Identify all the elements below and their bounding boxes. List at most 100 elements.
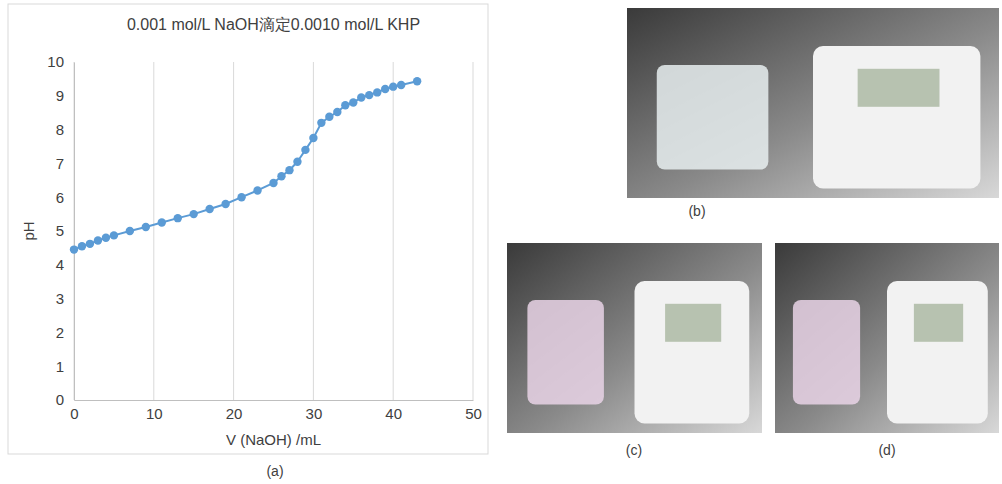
x-axis-line	[75, 400, 474, 401]
data-point	[309, 134, 317, 142]
x-tick: 50	[465, 400, 482, 422]
data-point	[389, 82, 397, 90]
y-tick-label: 2	[56, 324, 64, 341]
data-point	[301, 146, 309, 154]
data-point	[110, 231, 118, 239]
photo-image	[775, 243, 999, 433]
data-point	[205, 205, 213, 213]
x-tick-label: 40	[385, 405, 402, 422]
photo-image	[507, 243, 762, 433]
grid-line-x	[233, 62, 234, 400]
data-point	[365, 91, 373, 99]
y-tick-label: 3	[56, 290, 64, 307]
grid-line-x	[153, 62, 154, 400]
x-tick-label: 10	[146, 405, 163, 422]
y-tick-label: 10	[47, 53, 64, 70]
y-tick: 2	[56, 324, 74, 341]
data-point	[102, 234, 110, 242]
data-point	[253, 186, 261, 194]
x-tick: 30	[306, 400, 323, 422]
x-axis-title: V (NaOH) /mL	[226, 431, 321, 448]
data-point	[158, 218, 166, 226]
data-point	[373, 88, 381, 96]
y-tick-label: 5	[56, 222, 64, 239]
photo-meter	[813, 46, 980, 189]
photo-image	[627, 8, 999, 198]
data-point	[174, 214, 182, 222]
panel-caption: (a)	[266, 463, 283, 479]
figure: 0 10 20 30 40 50 0 1 2 3 4 5 6 7 8 9 10 0.001 mol/L NaOH滴…	[0, 0, 1002, 484]
y-tick-label: 6	[56, 189, 64, 206]
y-tick-label: 4	[56, 256, 64, 273]
data-point	[126, 227, 134, 235]
y-tick: 9	[56, 87, 74, 104]
grid-line-x	[313, 62, 314, 400]
y-tick: 10	[47, 53, 74, 70]
chart-title: 0.001 mol/L NaOH滴定0.0010 mol/L KHP	[127, 16, 420, 33]
grid-line-x	[74, 62, 75, 400]
photo-caption: (d)	[878, 442, 895, 458]
y-tick: 3	[56, 290, 74, 307]
data-line	[74, 81, 417, 249]
data-point	[413, 77, 421, 85]
photo-meter	[635, 281, 750, 424]
data-point	[70, 245, 78, 253]
photo-caption: (b)	[688, 203, 705, 219]
data-point	[86, 240, 94, 248]
x-tick: 10	[146, 400, 163, 422]
x-tick: 0	[70, 400, 78, 422]
y-tick: 1	[56, 358, 74, 375]
x-tick-label: 50	[465, 405, 482, 422]
data-point	[285, 166, 293, 174]
data-point	[325, 113, 333, 121]
y-axis: 0 1 2 3 4 5 6 7 8 9 10	[47, 53, 74, 408]
data-point	[349, 98, 357, 106]
x-tick: 20	[226, 400, 243, 422]
data-point	[221, 200, 229, 208]
data-point	[397, 81, 405, 89]
x-tick-label: 20	[226, 405, 243, 422]
photo-meter	[887, 281, 988, 424]
y-tick: 6	[56, 189, 74, 206]
y-axis-title: pH	[20, 221, 37, 240]
x-tick-label: 30	[306, 405, 323, 422]
data-point	[190, 210, 198, 218]
data-point	[94, 236, 102, 244]
grid-line-x	[473, 62, 474, 400]
data-point	[78, 242, 86, 250]
y-tick-label: 7	[56, 155, 64, 172]
y-tick: 4	[56, 256, 74, 273]
data-point	[317, 119, 325, 127]
grid-line-x	[393, 62, 394, 400]
x-tick: 40	[385, 400, 402, 422]
photo-meter-screen	[914, 304, 963, 342]
y-tick: 8	[56, 121, 74, 138]
chart-frame	[8, 4, 488, 454]
y-tick: 0	[56, 391, 74, 408]
x-axis: 0 10 20 30 40 50	[70, 400, 482, 422]
data-point	[381, 85, 389, 93]
photo-beaker	[527, 300, 604, 405]
photo-caption: (c)	[626, 442, 642, 458]
data-point	[333, 108, 341, 116]
photo-meter-screen	[665, 304, 721, 342]
plot-area	[70, 77, 422, 254]
grid	[74, 62, 473, 400]
y-tick: 7	[56, 155, 74, 172]
y-tick-label: 9	[56, 87, 64, 104]
y-axis-line	[74, 63, 75, 401]
y-tick-label: 1	[56, 358, 64, 375]
photo-beaker	[657, 65, 769, 170]
photo	[627, 8, 999, 198]
data-point	[277, 172, 285, 180]
data-point	[142, 223, 150, 231]
data-point	[237, 193, 245, 201]
data-point	[269, 179, 277, 187]
photo-beaker	[793, 300, 860, 405]
photo-meter-screen	[858, 69, 940, 107]
y-tick: 5	[56, 222, 74, 239]
photo	[775, 243, 999, 433]
y-tick-label: 0	[56, 391, 64, 408]
x-tick-label: 0	[70, 405, 78, 422]
photo	[507, 243, 762, 433]
